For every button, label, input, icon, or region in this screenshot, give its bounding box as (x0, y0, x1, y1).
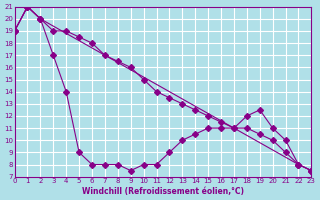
X-axis label: Windchill (Refroidissement éolien,°C): Windchill (Refroidissement éolien,°C) (82, 187, 244, 196)
